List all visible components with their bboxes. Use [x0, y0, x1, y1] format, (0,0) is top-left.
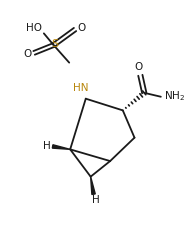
Text: O: O	[134, 62, 142, 72]
Text: O: O	[78, 22, 86, 32]
Text: NH$_2$: NH$_2$	[164, 89, 185, 103]
Polygon shape	[52, 145, 70, 149]
Text: H: H	[43, 142, 51, 152]
Text: S: S	[51, 39, 58, 49]
Text: O: O	[23, 49, 31, 59]
Text: HN: HN	[73, 83, 89, 93]
Text: H: H	[92, 195, 99, 205]
Polygon shape	[91, 177, 95, 194]
Text: HO: HO	[26, 22, 42, 32]
